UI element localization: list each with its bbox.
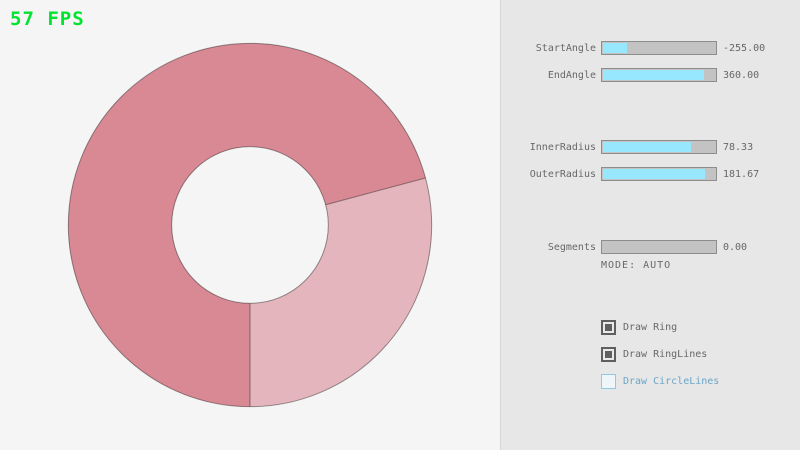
control-panel: StartAngle -255.00 EndAngle 360.00 Inner…	[500, 0, 800, 450]
checkbox-draw-ring[interactable]: Draw Ring	[601, 320, 677, 335]
start-angle-label: StartAngle	[535, 42, 596, 54]
end-angle-label: EndAngle	[547, 69, 596, 81]
inner-radius-label: InnerRadius	[529, 141, 596, 153]
end-angle-slider[interactable]	[601, 68, 717, 82]
start-angle-slider[interactable]	[601, 41, 717, 55]
ring-canvas	[67, 42, 433, 408]
checkbox-draw-ring-label: Draw Ring	[623, 322, 678, 333]
checkbox-draw-ring-box[interactable]	[601, 320, 616, 335]
ring-start-angle-line	[325, 177, 426, 206]
checkbox-draw-circlelines-box[interactable]	[601, 374, 616, 389]
slider-row-inner-radius: InnerRadius 78.33	[501, 140, 753, 154]
slider-row-end-angle: EndAngle 360.00	[501, 68, 759, 82]
segments-value: 0.00	[723, 241, 748, 253]
outer-radius-label: OuterRadius	[529, 168, 596, 180]
slider-row-start-angle: StartAngle -255.00	[501, 41, 765, 55]
fps-counter: 57 FPS	[10, 8, 85, 30]
segments-slider[interactable]	[601, 240, 717, 254]
ring-dark-sector	[68, 43, 426, 407]
inner-radius-slider[interactable]	[601, 140, 717, 154]
segments-label: Segments	[547, 241, 596, 253]
inner-radius-slider-fill	[603, 142, 691, 152]
start-angle-value: -255.00	[723, 42, 766, 54]
outer-radius-slider-fill	[603, 169, 705, 179]
slider-row-outer-radius: OuterRadius 181.67	[501, 167, 759, 181]
checkbox-draw-ringlines-label: Draw RingLines	[623, 349, 708, 360]
end-angle-slider-fill	[603, 70, 704, 80]
ring-inner-outline	[171, 146, 329, 304]
slider-row-segments: Segments 0.00	[501, 240, 747, 254]
ring-outer-outline	[67, 42, 433, 408]
start-angle-slider-fill	[603, 43, 628, 53]
ring-light-sector	[250, 177, 432, 407]
checkbox-draw-ringlines-box[interactable]	[601, 347, 616, 362]
segments-mode-text: MODE: AUTO	[601, 260, 672, 271]
outer-radius-slider[interactable]	[601, 167, 717, 181]
inner-radius-value: 78.33	[723, 141, 754, 153]
checkbox-draw-ringlines[interactable]: Draw RingLines	[601, 347, 707, 362]
checkbox-draw-circlelines[interactable]: Draw CircleLines	[601, 374, 719, 389]
end-angle-value: 360.00	[723, 69, 760, 81]
checkbox-draw-circlelines-label: Draw CircleLines	[623, 376, 720, 387]
outer-radius-value: 181.67	[723, 168, 760, 180]
